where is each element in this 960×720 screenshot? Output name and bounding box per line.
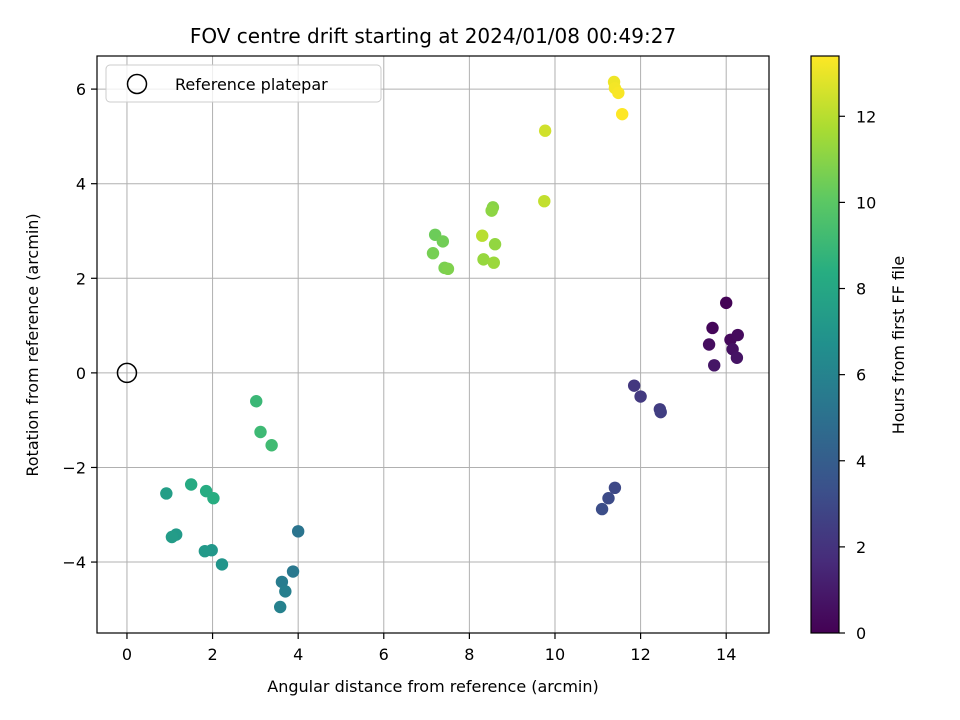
data-point (215, 558, 229, 571)
x-tick-label: 0 (122, 645, 132, 664)
y-axis-ticks: −4 −2 0 2 4 6 (62, 80, 97, 572)
colorbar: 0 2 4 6 8 10 12 Hours from first FF file (810, 55, 908, 643)
x-tick-label: 4 (293, 645, 303, 664)
legend-entry: Reference platepar (175, 75, 328, 94)
data-point (441, 262, 455, 276)
x-axis-label: Angular distance from reference (arcmin) (267, 677, 598, 696)
colorbar-tick-label: 4 (856, 452, 866, 471)
x-tick-label: 14 (716, 645, 736, 664)
data-point (477, 253, 490, 266)
data-point (184, 478, 198, 491)
data-point (165, 530, 179, 544)
colorbar-tick-label: 2 (856, 538, 866, 557)
y-tick-label: 2 (76, 269, 86, 288)
data-point (538, 124, 552, 137)
data-point (634, 390, 647, 403)
colorbar-tick-label: 12 (856, 107, 876, 126)
data-point (602, 492, 615, 505)
x-tick-label: 12 (630, 645, 650, 664)
data-point (198, 544, 212, 558)
y-tick-label: 4 (76, 175, 86, 194)
legend-box (105, 64, 382, 103)
grid-lines (97, 56, 769, 633)
data-point (485, 204, 498, 217)
colorbar-tick-label: 6 (856, 366, 866, 385)
data-point (273, 600, 287, 614)
chart-title: FOV centre drift starting at 2024/01/08 … (190, 24, 676, 48)
y-tick-label: 0 (76, 364, 86, 383)
data-point (275, 575, 289, 589)
legend: Reference platepar (105, 64, 382, 103)
data-points (160, 75, 744, 614)
data-point (595, 502, 609, 516)
data-point (160, 487, 173, 500)
colorbar-gradient (810, 55, 840, 634)
data-point (719, 296, 733, 310)
data-point (708, 359, 721, 372)
data-point (608, 481, 622, 495)
data-point (654, 405, 667, 419)
x-tick-label: 2 (207, 645, 217, 664)
data-point (706, 321, 719, 335)
data-point (488, 238, 502, 251)
data-point (426, 247, 440, 260)
data-point (627, 379, 641, 392)
data-point (207, 492, 220, 505)
legend-marker-icon (126, 73, 148, 95)
colorbar-tick-label: 8 (856, 280, 866, 299)
y-axis-label: Rotation from reference (arcmin) (23, 213, 42, 476)
data-point (291, 525, 305, 538)
colorbar-tick-label: 10 (856, 193, 876, 212)
data-point (250, 395, 263, 408)
data-point (702, 338, 716, 351)
data-point (615, 107, 629, 121)
x-tick-label: 6 (379, 645, 389, 664)
x-tick-label: 8 (464, 645, 474, 664)
data-point (279, 585, 292, 598)
colorbar-tick-label: 0 (856, 624, 866, 643)
x-axis-ticks: 0 2 4 6 8 10 12 14 (122, 633, 736, 664)
data-point (254, 425, 267, 439)
data-point (731, 328, 744, 342)
data-point (265, 439, 278, 452)
reference-platepar-marker (116, 362, 138, 384)
data-point (487, 256, 500, 269)
data-point (730, 351, 744, 364)
y-tick-label: −2 (62, 458, 86, 477)
data-point (538, 194, 551, 208)
data-point (286, 565, 300, 578)
data-point (612, 86, 625, 100)
data-point (476, 229, 489, 242)
data-point (436, 235, 450, 248)
y-tick-label: 6 (76, 80, 86, 99)
plot-frame (96, 55, 770, 634)
y-tick-label: −4 (62, 553, 86, 572)
colorbar-ticks: 0 2 4 6 8 10 12 (839, 107, 876, 643)
colorbar-label: Hours from first FF file (889, 256, 908, 435)
x-tick-label: 10 (545, 645, 565, 664)
